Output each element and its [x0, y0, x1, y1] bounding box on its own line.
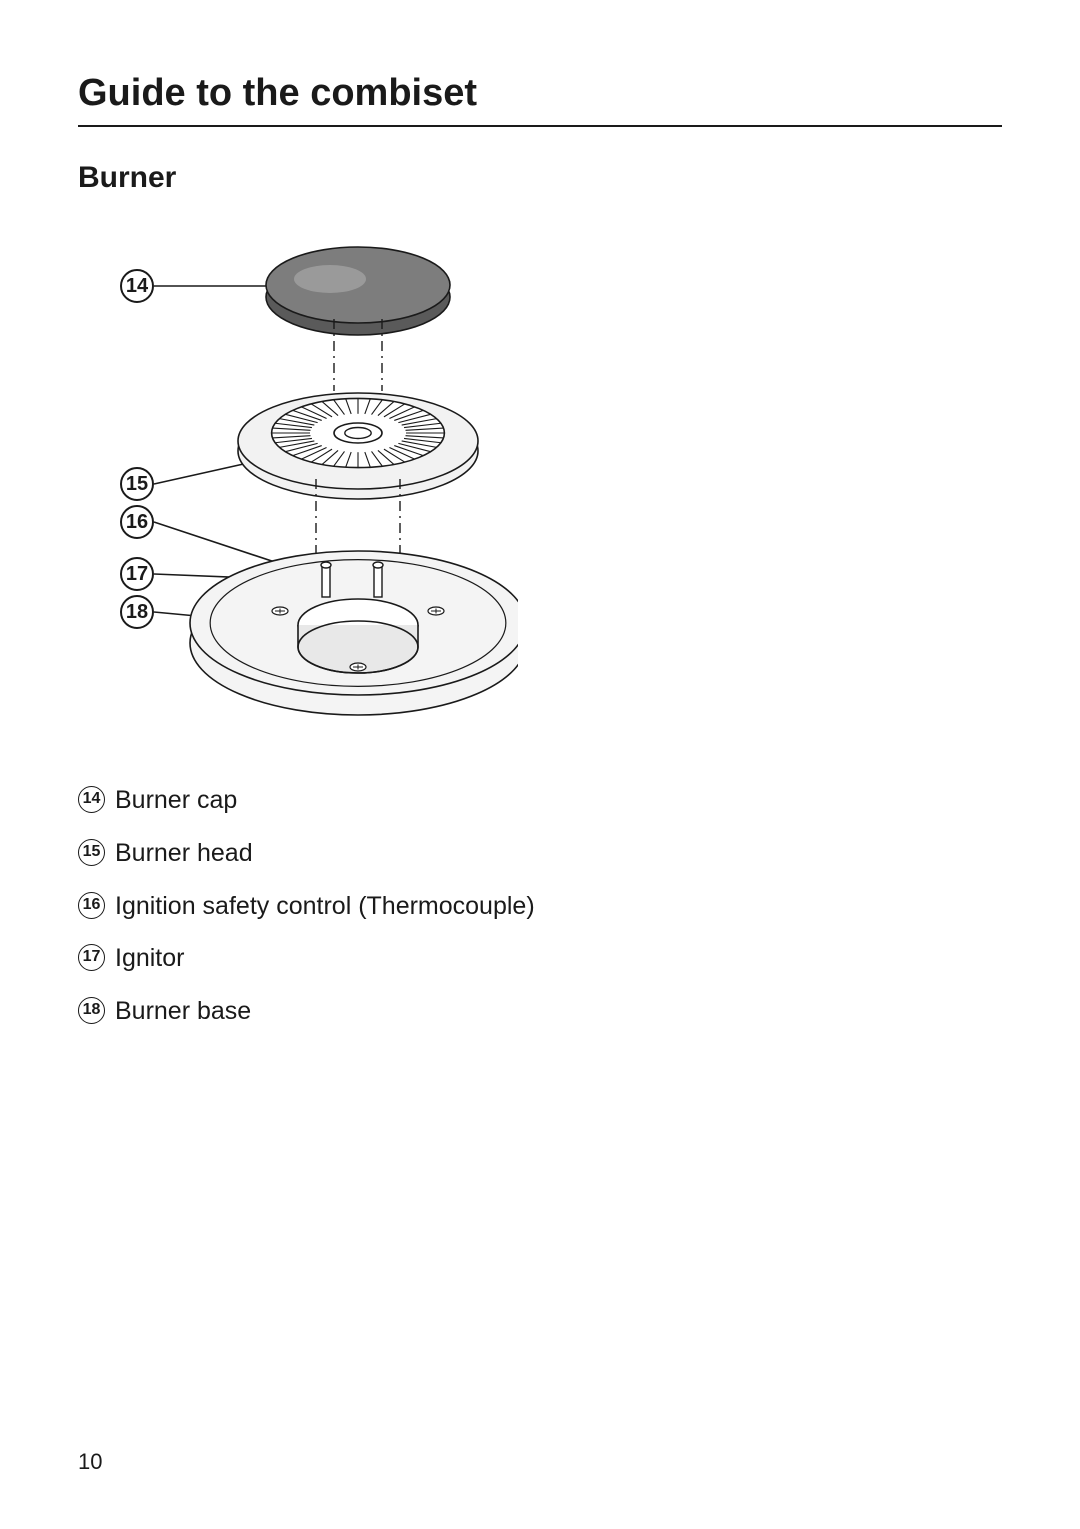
- callout-14: 14: [120, 269, 154, 303]
- page-number: 10: [78, 1449, 102, 1475]
- callout-18: 18: [120, 595, 154, 629]
- legend-list: 14 Burner cap 15 Burner head 16 Ignition…: [78, 781, 1002, 1031]
- legend-num: 17: [78, 944, 105, 971]
- legend-item: 14 Burner cap: [78, 781, 1002, 820]
- burner-diagram: 14 15 16 17 18: [78, 223, 518, 733]
- legend-item: 15 Burner head: [78, 834, 1002, 873]
- callout-15: 15: [120, 467, 154, 501]
- callout-17: 17: [120, 557, 154, 591]
- legend-item: 16 Ignition safety control (Thermocouple…: [78, 887, 1002, 926]
- page-title: Guide to the combiset: [78, 72, 1002, 115]
- legend-text: Ignition safety control (Thermocouple): [115, 887, 1002, 926]
- legend-num: 18: [78, 997, 105, 1024]
- callout-16: 16: [120, 505, 154, 539]
- legend-num: 15: [78, 839, 105, 866]
- section-subtitle: Burner: [78, 161, 1002, 195]
- legend-item: 17 Ignitor: [78, 939, 1002, 978]
- legend-text: Burner cap: [115, 781, 1002, 820]
- legend-text: Ignitor: [115, 939, 1002, 978]
- legend-num: 14: [78, 786, 105, 813]
- legend-text: Burner base: [115, 992, 1002, 1031]
- legend-text: Burner head: [115, 834, 1002, 873]
- legend-item: 18 Burner base: [78, 992, 1002, 1031]
- legend-num: 16: [78, 892, 105, 919]
